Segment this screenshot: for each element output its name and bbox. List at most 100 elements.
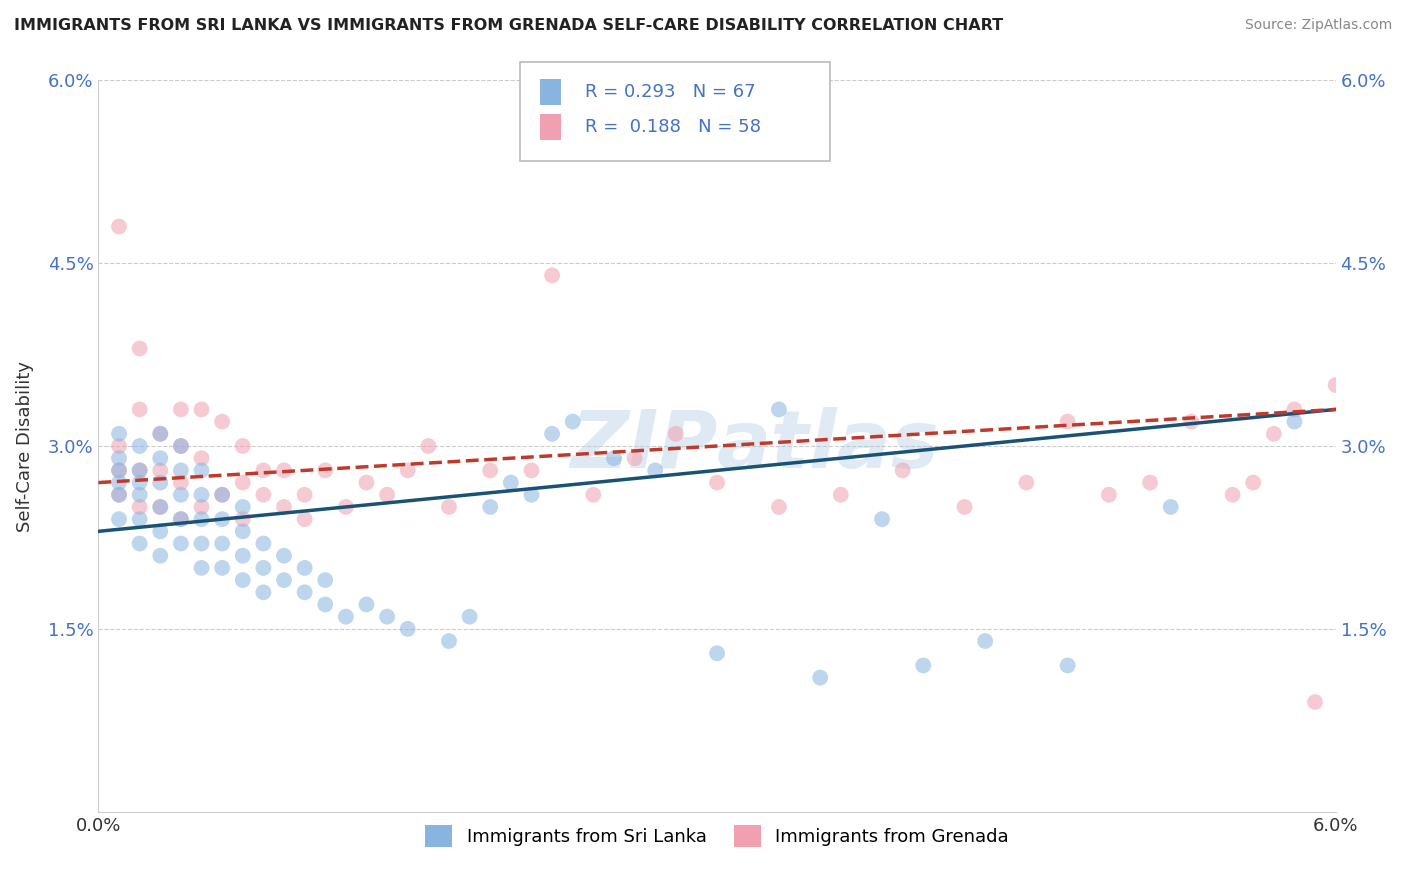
Point [252, 536, 274, 550]
Point [665, 426, 688, 441]
Point [149, 500, 172, 514]
Point [375, 488, 398, 502]
Point [479, 463, 502, 477]
Point [190, 536, 212, 550]
Point [1056, 415, 1078, 429]
Point [1015, 475, 1038, 490]
Point [108, 219, 131, 234]
Point [396, 463, 419, 477]
Legend: Immigrants from Sri Lanka, Immigrants from Grenada: Immigrants from Sri Lanka, Immigrants fr… [418, 817, 1017, 854]
Point [128, 500, 150, 514]
Point [128, 512, 150, 526]
Point [294, 512, 316, 526]
Point [170, 463, 193, 477]
Point [1303, 695, 1326, 709]
Point [211, 415, 233, 429]
Point [294, 488, 316, 502]
Point [190, 512, 212, 526]
Point [520, 463, 543, 477]
Point [232, 524, 254, 539]
Point [768, 500, 790, 514]
Point [190, 488, 212, 502]
Point [211, 561, 233, 575]
Point [706, 646, 728, 660]
Point [149, 500, 172, 514]
Point [1222, 488, 1244, 502]
Point [232, 512, 254, 526]
Text: atlas: atlas [717, 407, 939, 485]
Y-axis label: Self-Care Disability: Self-Care Disability [15, 360, 34, 532]
Point [190, 561, 212, 575]
Point [603, 451, 626, 466]
Point [211, 536, 233, 550]
Point [170, 536, 193, 550]
Point [437, 500, 460, 514]
Point [396, 622, 419, 636]
Point [479, 500, 502, 514]
Point [273, 549, 295, 563]
Point [437, 634, 460, 648]
Point [335, 500, 357, 514]
Point [108, 439, 131, 453]
Point [335, 609, 357, 624]
Point [418, 439, 440, 453]
Point [520, 488, 543, 502]
Point [128, 475, 150, 490]
Point [232, 475, 254, 490]
Point [170, 402, 193, 417]
Point [458, 609, 481, 624]
Point [149, 426, 172, 441]
Point [273, 500, 295, 514]
Point [108, 475, 131, 490]
Point [273, 573, 295, 587]
Point [252, 585, 274, 599]
Point [294, 561, 316, 575]
Point [541, 268, 564, 283]
Point [190, 463, 212, 477]
Point [232, 549, 254, 563]
Text: ZIP: ZIP [569, 407, 717, 485]
Point [108, 463, 131, 477]
Point [170, 439, 193, 453]
Text: R = 0.293   N = 67: R = 0.293 N = 67 [585, 83, 755, 101]
Point [128, 463, 150, 477]
Point [170, 512, 193, 526]
Text: R =  0.188   N = 58: R = 0.188 N = 58 [585, 118, 761, 136]
Point [190, 451, 212, 466]
Point [1180, 415, 1202, 429]
Point [830, 488, 852, 502]
Point [1160, 500, 1182, 514]
Point [356, 475, 378, 490]
Point [108, 512, 131, 526]
Point [953, 500, 976, 514]
Point [170, 439, 193, 453]
Point [314, 598, 336, 612]
Point [1324, 378, 1347, 392]
Text: IMMIGRANTS FROM SRI LANKA VS IMMIGRANTS FROM GRENADA SELF-CARE DISABILITY CORREL: IMMIGRANTS FROM SRI LANKA VS IMMIGRANTS … [14, 18, 1004, 33]
Point [356, 598, 378, 612]
Point [1284, 402, 1306, 417]
Point [128, 488, 150, 502]
Point [232, 439, 254, 453]
Point [108, 451, 131, 466]
Point [273, 463, 295, 477]
Point [108, 426, 131, 441]
Point [1098, 488, 1121, 502]
Text: Source: ZipAtlas.com: Source: ZipAtlas.com [1244, 18, 1392, 32]
Point [108, 488, 131, 502]
Point [314, 573, 336, 587]
Point [149, 463, 172, 477]
Point [252, 488, 274, 502]
Point [149, 524, 172, 539]
Point [190, 500, 212, 514]
Point [561, 415, 583, 429]
Point [128, 342, 150, 356]
Point [211, 512, 233, 526]
Point [314, 463, 336, 477]
Point [1284, 415, 1306, 429]
Point [108, 463, 131, 477]
Point [644, 463, 666, 477]
Point [1139, 475, 1161, 490]
Point [706, 475, 728, 490]
Point [582, 488, 605, 502]
